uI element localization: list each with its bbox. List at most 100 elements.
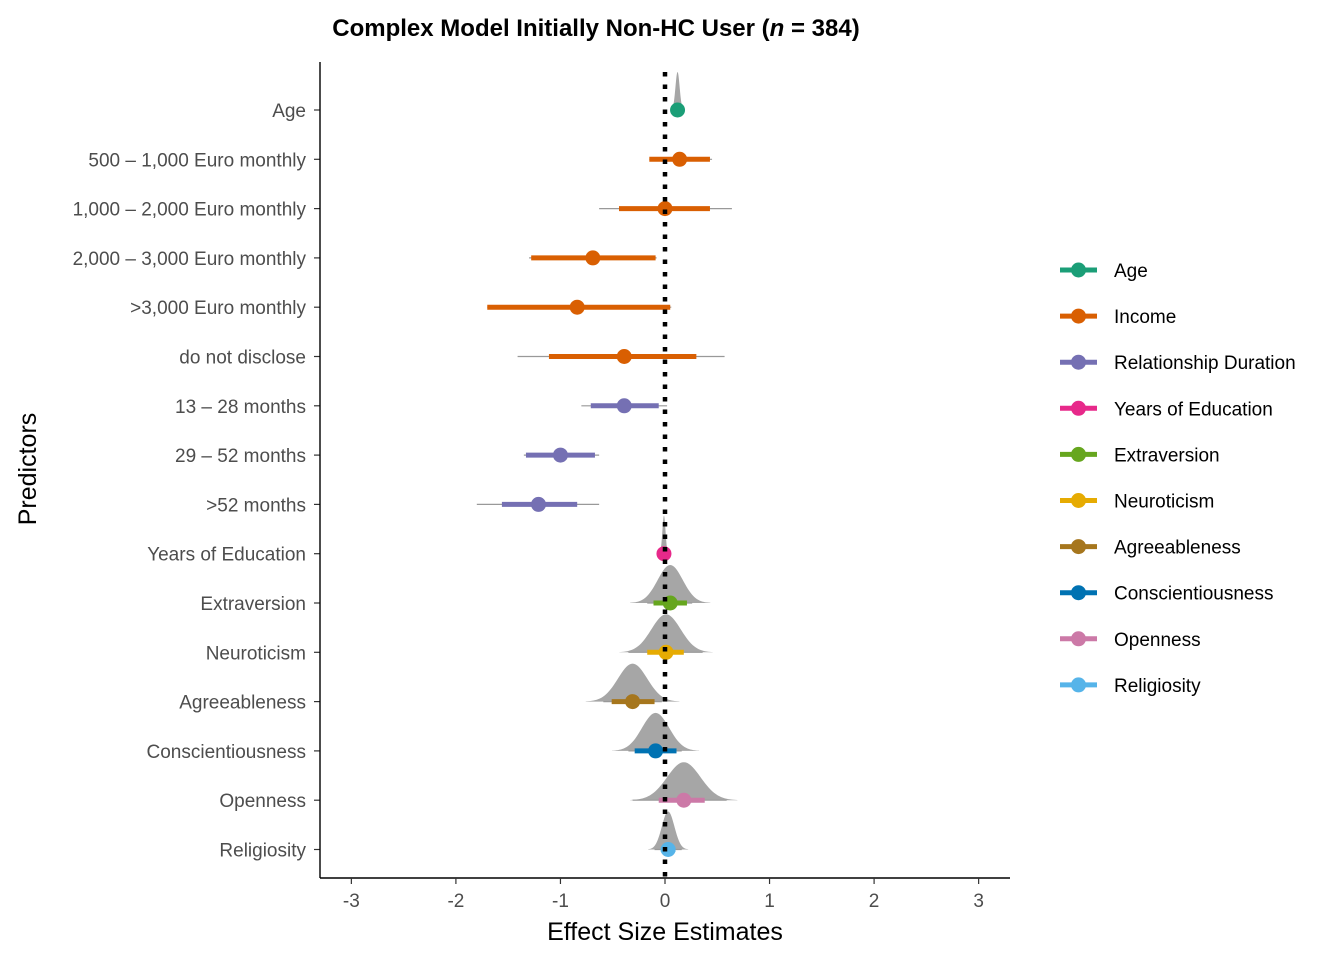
x-tick-label: 1	[764, 891, 775, 912]
legend-item: Years of Education	[1060, 399, 1273, 420]
point-estimate	[616, 398, 632, 414]
predictor-row	[581, 398, 668, 414]
density-shape	[648, 811, 689, 850]
predictor-row	[619, 614, 713, 660]
legend-key-point	[1071, 400, 1086, 416]
chart-marks	[476, 72, 738, 878]
predictor-row	[487, 299, 672, 315]
point-estimate	[616, 349, 632, 364]
legend-label: Openness	[1114, 630, 1201, 651]
legend-key-point	[1071, 677, 1086, 693]
legend-label: Agreeableness	[1114, 538, 1241, 559]
x-tick-label: -2	[447, 891, 464, 912]
predictor-row	[649, 151, 713, 167]
x-tick-label: 2	[869, 891, 880, 912]
legend-item: Agreeableness	[1060, 538, 1241, 559]
legend-label: Extraversion	[1114, 445, 1220, 466]
y-tick-label: Neuroticism	[206, 643, 306, 664]
legend-label: Age	[1114, 261, 1148, 282]
legend-key-point	[1071, 446, 1086, 462]
legend-label: Income	[1114, 307, 1176, 328]
x-tick-label: 0	[660, 891, 671, 912]
predictor-row	[599, 201, 732, 217]
chart-title: Complex Model Initially Non-HC User (n =…	[332, 15, 859, 42]
y-tick-label: 1,000 – 2,000 Euro monthly	[73, 200, 307, 221]
density-shape	[670, 72, 685, 110]
point-estimate	[656, 546, 672, 562]
point-estimate	[569, 299, 585, 315]
point-estimate	[658, 644, 674, 660]
x-axis-title: Effect Size Estimates	[547, 918, 783, 946]
legend-item: Income	[1060, 307, 1176, 328]
predictor-row	[670, 72, 686, 118]
point-estimate	[670, 102, 686, 118]
y-tick-label: Extraversion	[200, 594, 306, 615]
legend-item: Relationship Duration	[1060, 353, 1296, 374]
legend-item: Age	[1060, 261, 1148, 282]
point-estimate	[552, 447, 568, 463]
point-estimate	[660, 842, 676, 857]
legend-item: Religiosity	[1060, 676, 1201, 697]
point-estimate	[531, 496, 546, 512]
legend-label: Religiosity	[1114, 676, 1201, 697]
legend-key-point	[1071, 631, 1086, 647]
y-tick-label: Agreeableness	[179, 693, 306, 714]
y-tick-label: Years of Education	[147, 545, 306, 566]
legend-label: Relationship Duration	[1114, 353, 1296, 374]
legend-key-point	[1071, 585, 1086, 601]
point-estimate	[625, 694, 641, 710]
predictor-row	[517, 349, 725, 364]
legend-key-point	[1071, 308, 1086, 324]
y-tick-label: do not disclose	[179, 348, 306, 369]
legend-label: Conscientiousness	[1114, 584, 1273, 605]
y-tick-label: 2,000 – 3,000 Euro monthly	[73, 249, 307, 270]
point-estimate	[648, 743, 664, 759]
x-tick-label: -1	[552, 891, 569, 912]
predictor-row	[523, 447, 600, 463]
point-estimate	[676, 792, 692, 808]
legend-key-point	[1071, 493, 1086, 508]
x-tick-label: 3	[973, 891, 984, 912]
predictor-row	[648, 811, 689, 857]
y-tick-label: Openness	[219, 791, 306, 812]
y-tick-label: Age	[272, 101, 306, 122]
legend-item: Conscientiousness	[1060, 584, 1273, 605]
chart-title-part-1: Complex Model Initially Non-HC User (	[332, 15, 769, 42]
y-tick-label: 13 – 28 months	[175, 397, 306, 418]
point-estimate	[585, 250, 601, 266]
chart-legend: Age Income Relationship Duration Years of E…	[1060, 261, 1296, 697]
point-estimate	[672, 151, 688, 167]
y-tick-label: Conscientiousness	[147, 742, 306, 763]
predictor-row	[585, 663, 680, 710]
legend-item: Openness	[1060, 630, 1201, 651]
density-shape	[585, 663, 680, 702]
legend-item: Extraversion	[1060, 445, 1220, 466]
y-tick-label: 29 – 52 months	[175, 446, 306, 467]
predictor-row	[529, 250, 657, 266]
legend-item: Neuroticism	[1060, 492, 1214, 513]
legend-key-point	[1071, 539, 1086, 555]
density-shape	[630, 762, 738, 801]
chart-axes: Age 500 – 1,000 Euro monthly 1,000 – 2,000…	[73, 62, 1010, 912]
y-axis-title: Predictors	[14, 413, 42, 526]
y-tick-label: 500 – 1,000 Euro monthly	[88, 150, 306, 171]
legend-key-point	[1071, 354, 1086, 370]
y-tick-label: Religiosity	[219, 841, 306, 862]
density-shape	[612, 712, 700, 751]
chart-title-part-3: = 384)	[784, 15, 859, 42]
density-shape	[619, 614, 713, 653]
x-tick-label: -3	[343, 891, 360, 912]
predictor-row	[476, 496, 600, 512]
y-tick-label: >3,000 Euro monthly	[130, 298, 306, 319]
density-shape	[630, 565, 711, 603]
predictor-row	[656, 515, 672, 562]
y-tick-label: >52 months	[206, 495, 306, 516]
predictor-row	[630, 762, 738, 808]
legend-label: Years of Education	[1114, 399, 1273, 420]
legend-label: Neuroticism	[1114, 492, 1214, 513]
legend-key-point	[1071, 262, 1086, 278]
point-estimate	[657, 201, 673, 217]
predictor-row	[612, 712, 700, 759]
